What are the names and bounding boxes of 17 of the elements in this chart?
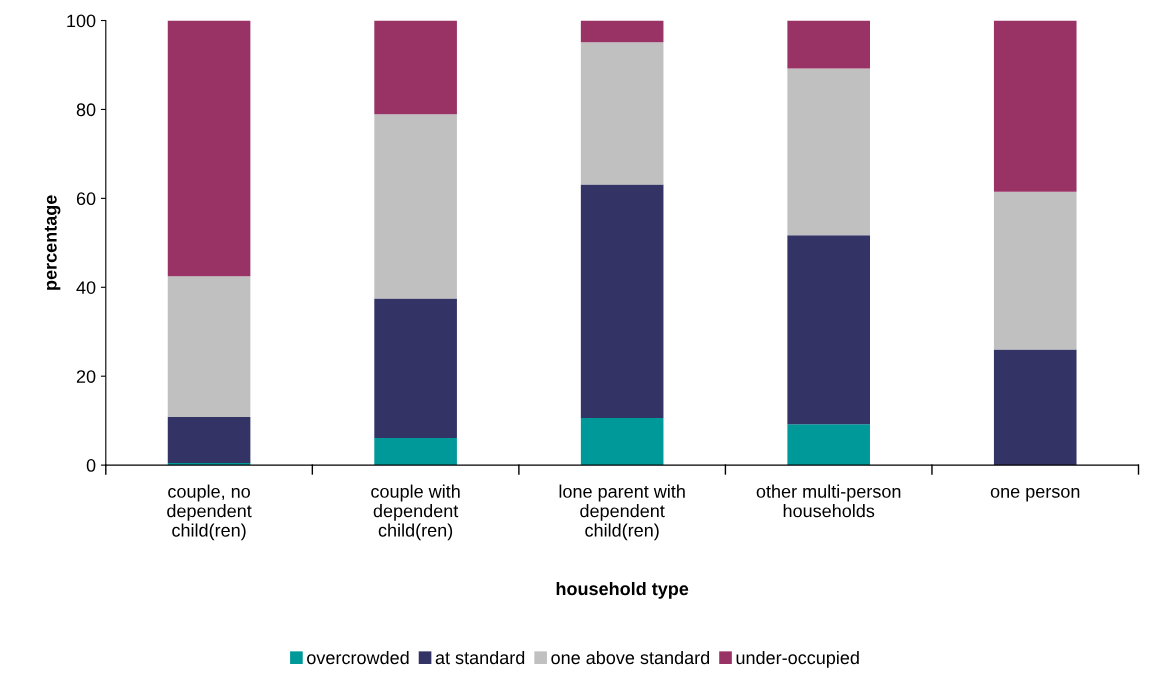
legend-label: under-occupied bbox=[736, 650, 859, 668]
y-axis-title: percentage bbox=[44, 195, 61, 290]
x-tick-label: one person bbox=[990, 487, 1080, 502]
legend-label: one above standard bbox=[551, 650, 710, 665]
x-tick-label: couple, no dependent child(ren) bbox=[167, 484, 252, 541]
y-tick-label: 0 bbox=[86, 459, 96, 472]
x-axis-title: household type bbox=[556, 581, 689, 599]
legend-label: at standard bbox=[435, 650, 525, 665]
x-tick-label: couple with dependent child(ren) bbox=[371, 484, 460, 541]
y-tick-label: 40 bbox=[76, 281, 96, 294]
y-tick-label: 80 bbox=[76, 103, 96, 117]
x-tick-label: other multi-person households bbox=[756, 484, 901, 518]
x-tick-label: lone parent with dependent child(ren) bbox=[559, 484, 685, 541]
y-tick-label: 60 bbox=[76, 192, 96, 206]
y-tick-label: 20 bbox=[76, 370, 96, 383]
legend-label: overcrowded bbox=[307, 650, 409, 665]
y-tick-label: 100 bbox=[67, 14, 96, 28]
